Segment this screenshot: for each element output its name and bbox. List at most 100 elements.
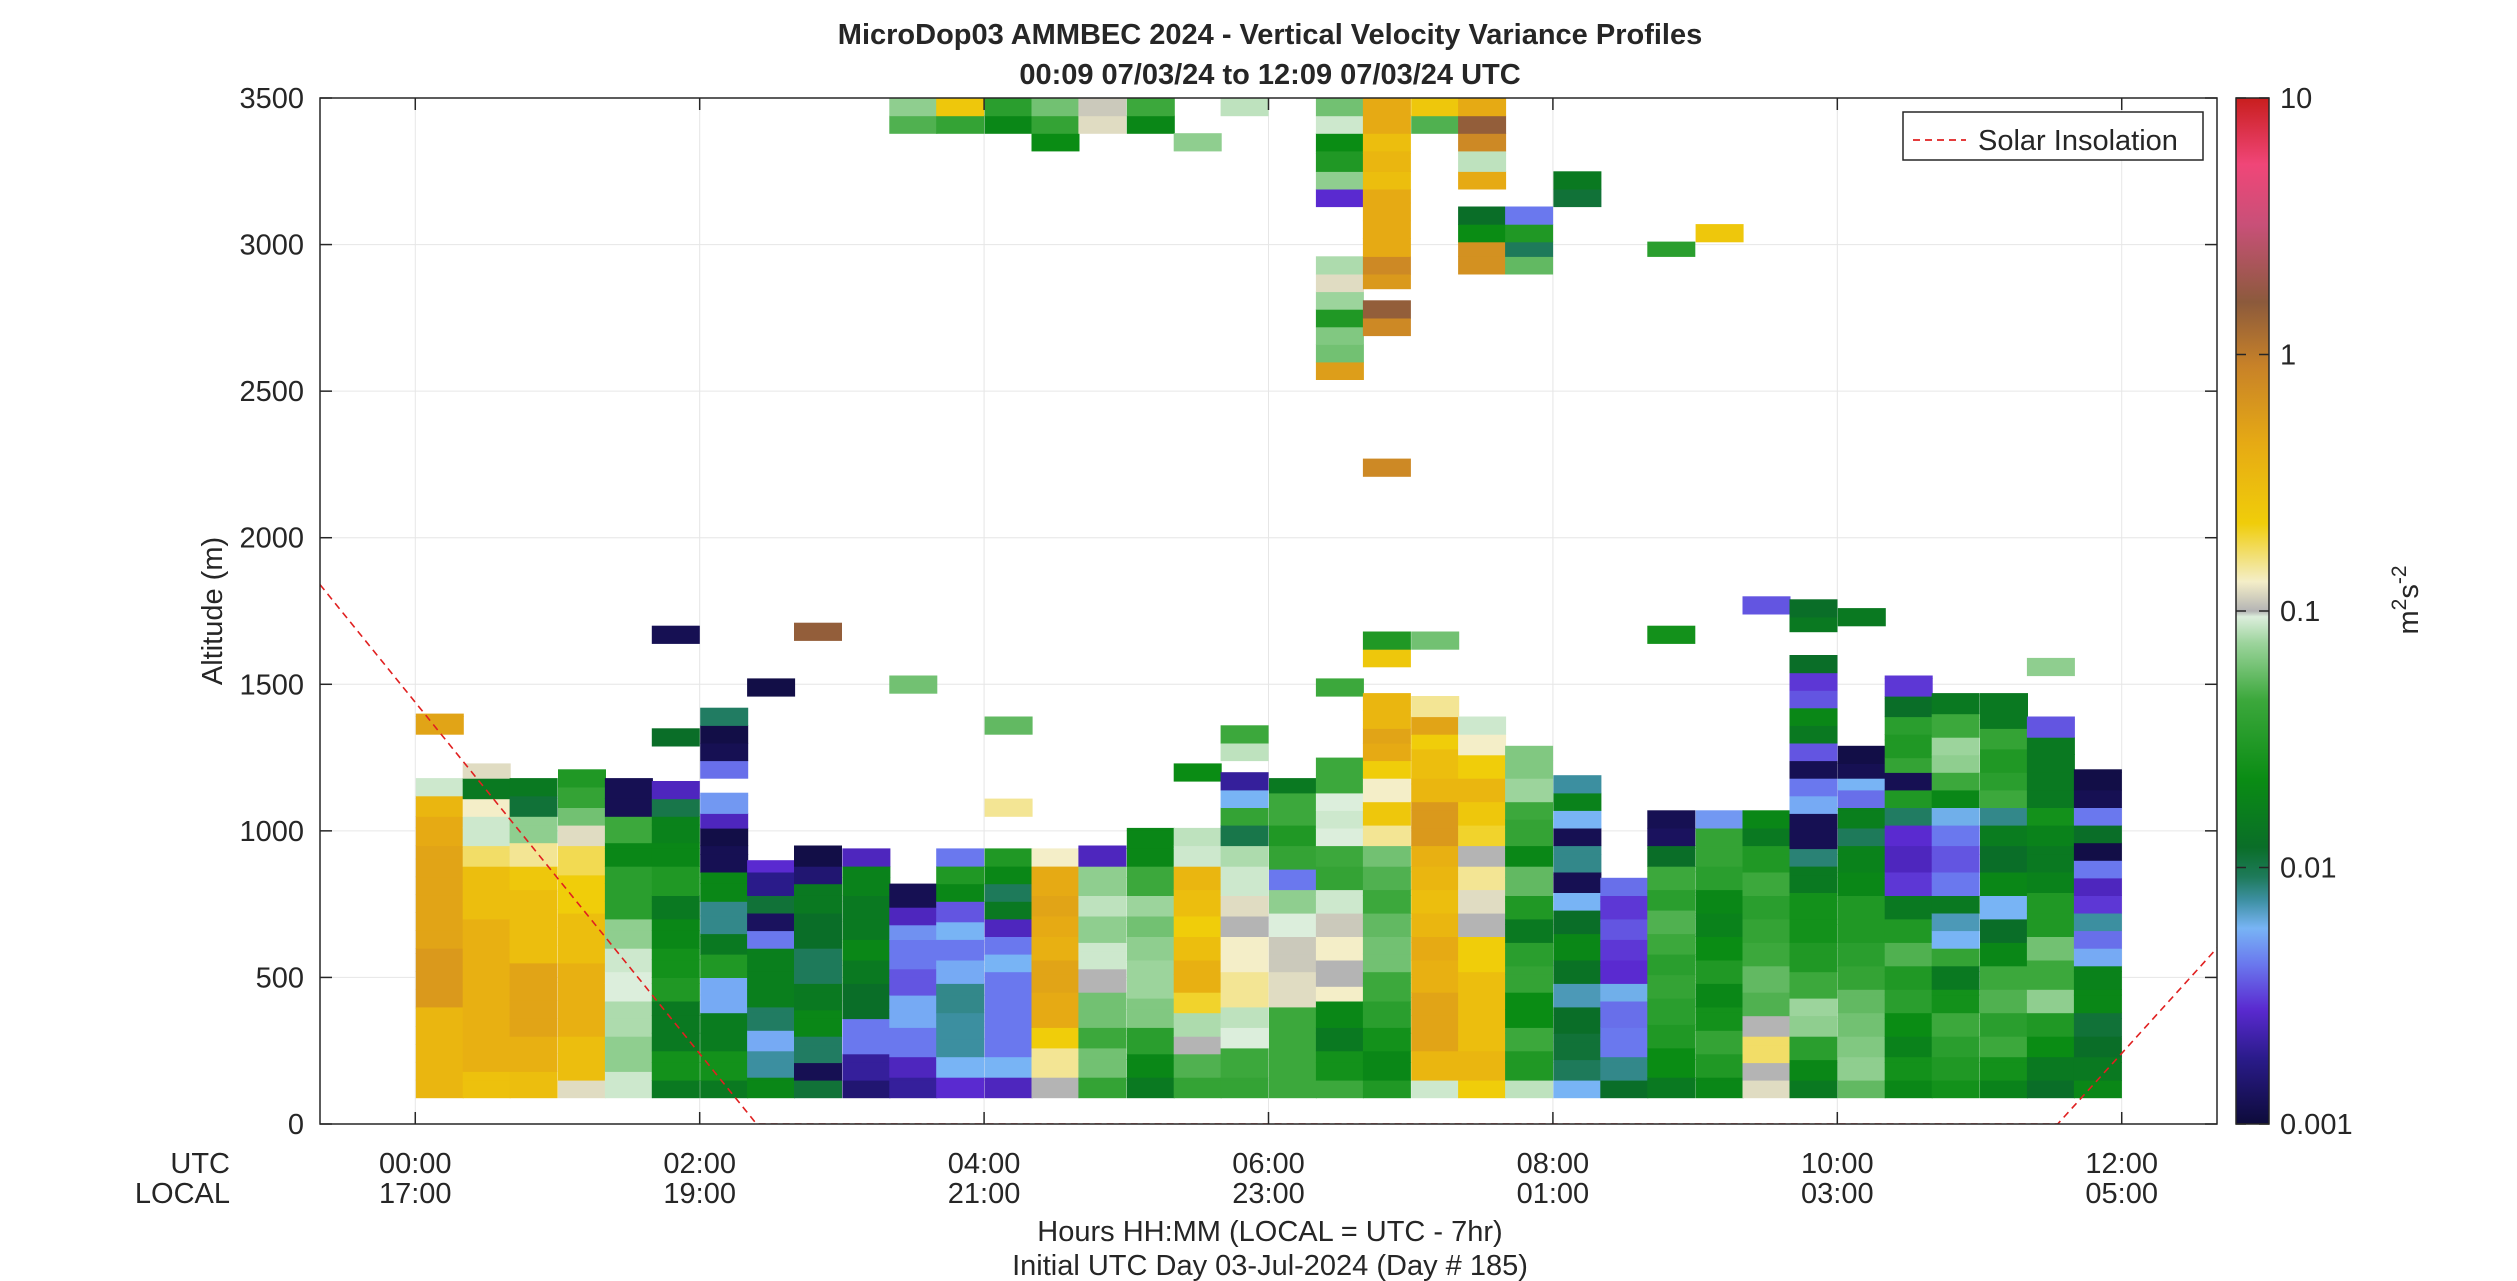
heatmap-cell: [1362, 631, 1411, 650]
heatmap-cell: [1411, 942, 1460, 961]
heatmap-cell: [2073, 895, 2122, 914]
heatmap-cell: [1126, 866, 1175, 878]
heatmap-cell: [1931, 912, 1980, 932]
heatmap-cell: [604, 778, 653, 781]
colorbar-ticks: 0.001 0.01 0.1 1 10: [2236, 83, 2353, 1141]
heatmap-cell: [1600, 1027, 1649, 1040]
heatmap-cell: [889, 977, 938, 996]
heatmap-cell: [1078, 877, 1127, 896]
heatmap-cell: [2026, 971, 2075, 990]
heatmap-cell: [1362, 936, 1411, 955]
heatmap-cell: [1411, 918, 1460, 937]
heatmap-cell: [1031, 1077, 1080, 1081]
chart-title: MicroDop03 AMMBEC 2024 - Vertical Veloci…: [838, 19, 1702, 51]
heatmap-cell: [462, 848, 511, 867]
heatmap-cell: [2026, 827, 2075, 847]
heatmap-cell: [1789, 778, 1838, 797]
heatmap-cell: [1600, 1080, 1649, 1099]
heatmap-cell: [604, 983, 653, 1002]
heatmap-cell: [1315, 309, 1364, 328]
heatmap-cell: [1695, 1006, 1744, 1013]
heatmap-cell: [1362, 1080, 1411, 1099]
heatmap-cell: [1980, 693, 2028, 711]
heatmap-cell: [1458, 807, 1507, 826]
heatmap-cell: [1315, 1080, 1364, 1099]
heatmap-cell: [1126, 1009, 1175, 1028]
heatmap-cell: [2026, 854, 2075, 873]
y-tick-label-500: 500: [256, 962, 304, 994]
heatmap-cell: [1458, 778, 1507, 785]
heatmap-cell: [415, 948, 464, 954]
heatmap-cell: [509, 964, 558, 983]
heatmap-cell: [1269, 912, 1317, 920]
heatmap-cell: [984, 1038, 1033, 1058]
heatmap-cell: [1269, 827, 1317, 847]
heatmap-cell: [2026, 719, 2075, 738]
heatmap-cell: [1695, 936, 1744, 943]
heatmap-cell: [1031, 1047, 1080, 1060]
heatmap-cell: [1362, 115, 1411, 134]
heatmap-cell: [1837, 845, 1886, 855]
heatmap-cell: [1269, 895, 1317, 914]
heatmap-cell: [1505, 206, 1554, 225]
heatmap-cell: [1315, 326, 1364, 345]
heatmap-cell: [1837, 871, 1886, 879]
heatmap-cell: [889, 1056, 938, 1060]
heatmap-cell: [1173, 936, 1222, 943]
heatmap-cell: [1362, 458, 1411, 477]
heatmap-cell: [1695, 1035, 1744, 1055]
heatmap-cell: [700, 1050, 749, 1063]
heatmap-cell: [1884, 739, 1933, 759]
heatmap-cell: [1126, 1059, 1175, 1078]
heatmap-cell: [1980, 845, 2028, 855]
heatmap-cell: [415, 1079, 464, 1099]
heatmap-cell: [1411, 936, 1460, 943]
heatmap-cell: [1980, 730, 2028, 750]
heatmap-cell: [462, 963, 511, 983]
heatmap-cell: [651, 959, 700, 978]
heatmap-cell: [700, 792, 749, 796]
heatmap-cell: [700, 854, 749, 873]
heatmap-cell: [1553, 188, 1602, 208]
heatmap-cell: [2073, 1012, 2122, 1019]
heatmap-cell: [1411, 760, 1460, 779]
x-tick-label-utc-04:00: 04:00: [948, 1148, 1021, 1180]
heatmap-cell: [1458, 224, 1507, 243]
heatmap-cell: [1980, 895, 2028, 902]
heatmap-cell: [1695, 988, 1744, 1008]
heatmap-cell: [2026, 936, 2075, 943]
heatmap-cell: [1362, 983, 1411, 1002]
heatmap-cell: [1362, 1050, 1411, 1063]
heatmap-cell: [1220, 1009, 1269, 1028]
heatmap-cell: [1031, 936, 1080, 943]
heatmap-cell: [1173, 1077, 1222, 1081]
heatmap-cell: [936, 1012, 985, 1022]
heatmap-cell: [558, 962, 606, 966]
colorbar-tick-label-0.1: 0.1: [2280, 596, 2320, 628]
heatmap-cell: [1315, 150, 1364, 154]
heatmap-cell: [1789, 655, 1838, 674]
heatmap-cell: [1315, 845, 1364, 849]
heatmap-cell: [462, 946, 511, 965]
heatmap-cell: [842, 939, 891, 943]
heatmap-cell: [1695, 895, 1744, 914]
legend-entry-solar-insolation: Solar Insolation: [1978, 125, 2178, 157]
heatmap-cell: [1647, 827, 1696, 847]
heatmap-cell: [1220, 845, 1269, 849]
heatmap-cell: [1742, 827, 1791, 847]
heatmap-cell: [1789, 760, 1838, 779]
heatmap-cell: [1269, 807, 1317, 826]
heatmap-cell: [1173, 1036, 1222, 1055]
heatmap-cell: [1789, 997, 1838, 1017]
heatmap-cell: [1458, 866, 1507, 873]
heatmap-cell: [2026, 892, 2075, 896]
heatmap-cell: [2026, 912, 2075, 920]
heatmap-cell: [936, 1038, 985, 1058]
heatmap-cell: [604, 883, 653, 902]
heatmap-cell: [1647, 1079, 1696, 1099]
heatmap-cell: [1931, 693, 1980, 697]
heatmap-cell: [889, 889, 938, 908]
heatmap-cell: [1553, 1033, 1602, 1043]
heatmap-cell: [1789, 742, 1838, 762]
